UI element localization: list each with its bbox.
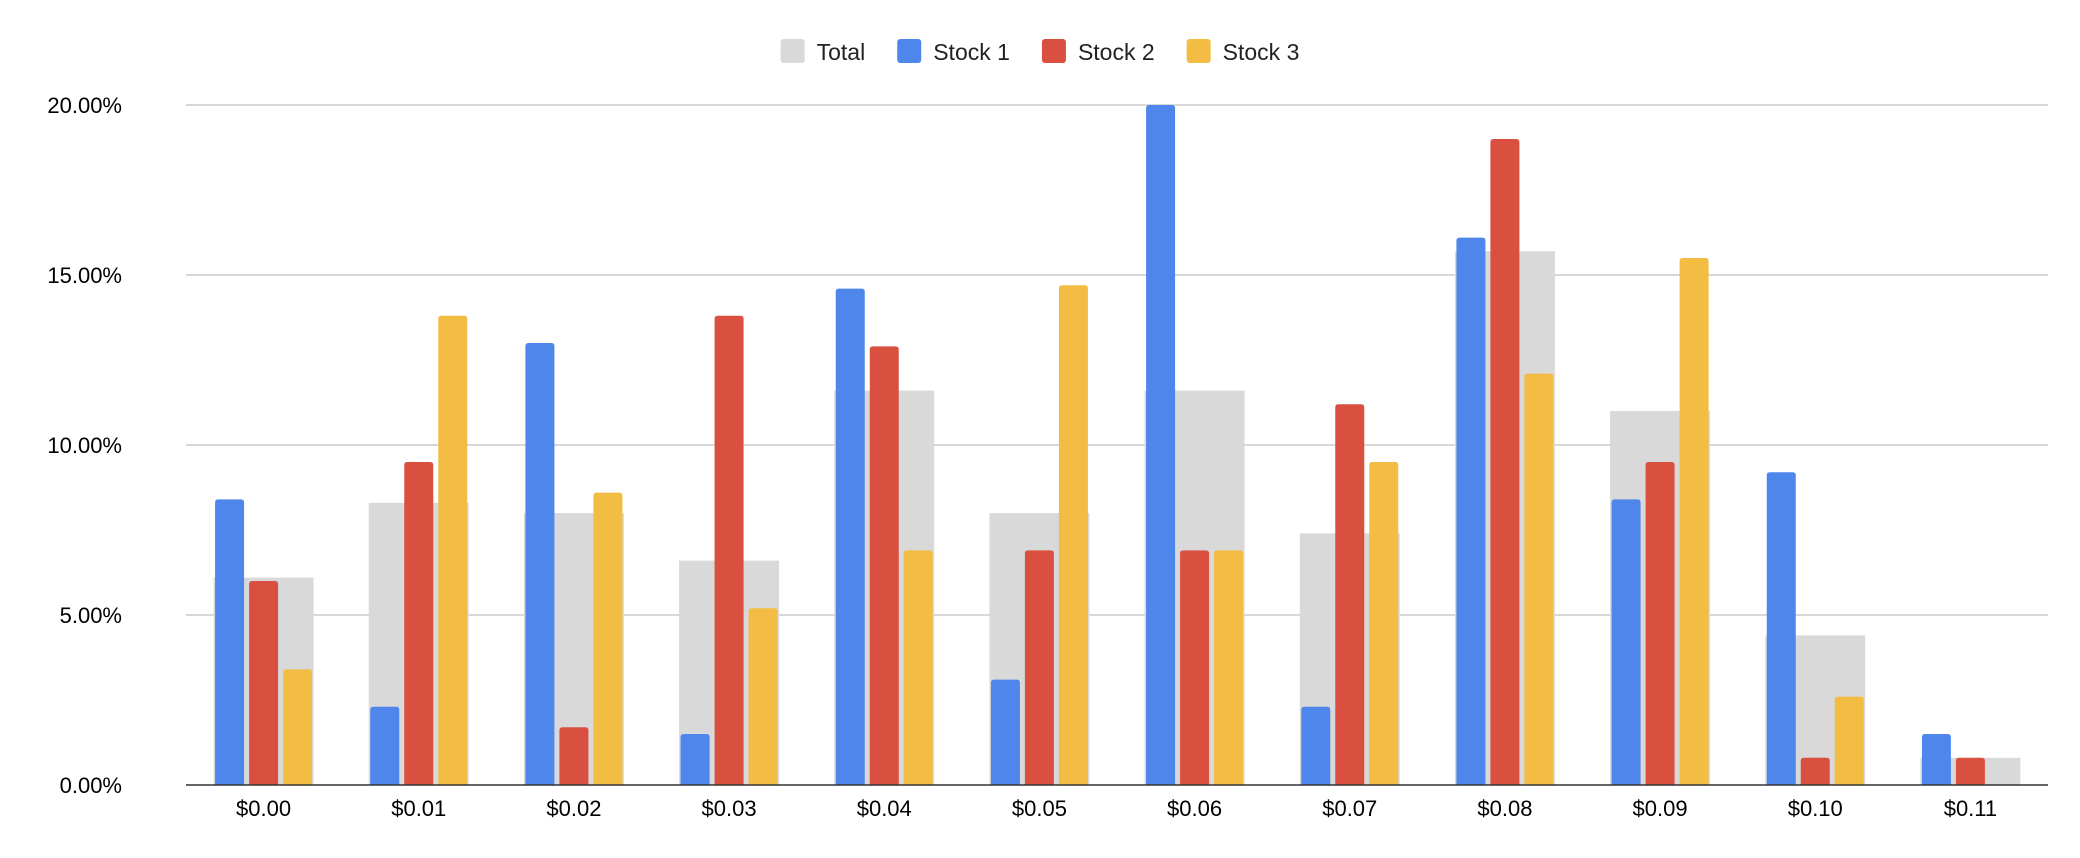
bar-stock-2: [1490, 139, 1520, 785]
bar-stock-3: [748, 608, 778, 785]
legend-swatch: [897, 39, 922, 63]
bar-stock-2: [714, 315, 744, 785]
bar-stock-3: [593, 492, 623, 785]
bar-stock-1: [1766, 472, 1796, 785]
x-tick-label: $0.04: [857, 796, 912, 821]
bar-stock-3: [1214, 550, 1244, 785]
bar-stock-3: [1524, 373, 1554, 785]
legend-label: Stock 1: [933, 39, 1010, 65]
y-tick-label: 5.00%: [60, 603, 122, 628]
bar-stock-2: [559, 727, 589, 785]
legend-label: Total: [817, 39, 866, 65]
legend-label: Stock 2: [1078, 39, 1155, 65]
x-tick-label: $0.05: [1012, 796, 1067, 821]
bar-stock-3: [438, 315, 468, 785]
y-tick-label: 20.00%: [47, 93, 122, 118]
y-axis-ticks: 0.00% 5.00% 10.00% 15.00% 20.00%: [47, 93, 122, 798]
bar-stock-2: [1645, 462, 1675, 785]
bar-stock-1: [990, 679, 1020, 785]
bar-stock-3: [1834, 696, 1864, 785]
bar-stock-1: [525, 343, 555, 785]
bar-stock-3: [1369, 462, 1399, 785]
x-tick-label: $0.08: [1477, 796, 1532, 821]
bar-stock-2: [1335, 404, 1365, 785]
bar-stock-2: [1024, 550, 1054, 785]
bars: [213, 105, 2021, 786]
x-axis-ticks: $0.00 $0.01 $0.02 $0.03 $0.04 $0.05 $0.06 $0.07…: [236, 796, 1997, 821]
bar-stock-3: [903, 550, 933, 785]
legend-swatch: [1041, 39, 1066, 63]
y-tick-label: 10.00%: [47, 433, 122, 458]
x-tick-label: $0.10: [1788, 796, 1843, 821]
bar-stock-1: [1456, 237, 1486, 786]
x-tick-label: $0.07: [1322, 796, 1377, 821]
bar-stock-3: [1058, 285, 1088, 785]
bar-stock-2: [869, 346, 899, 785]
legend-swatch: [780, 39, 805, 63]
bar-stock-2: [1800, 757, 1830, 785]
x-tick-label: $0.11: [1944, 796, 1997, 821]
bar-stock-1: [1146, 105, 1176, 785]
bar-stock-2: [1955, 757, 1985, 785]
bar-stock-1: [835, 288, 865, 785]
bar-stock-2: [249, 581, 279, 785]
bar-stock-1: [370, 706, 400, 785]
x-tick-label: $0.01: [391, 796, 446, 821]
bar-stock-2: [1180, 550, 1210, 785]
x-tick-label: $0.09: [1633, 796, 1688, 821]
x-tick-label: $0.00: [236, 796, 291, 821]
x-tick-label: $0.03: [702, 796, 757, 821]
legend: Total Stock 1 Stock 2 Stock 3: [780, 39, 1300, 65]
bar-stock-2: [404, 462, 434, 785]
bar-stock-1: [1921, 734, 1951, 785]
bar-stock-3: [1679, 258, 1709, 785]
bar-stock-3: [283, 669, 313, 785]
x-tick-label: $0.02: [546, 796, 601, 821]
gridlines: [186, 104, 2048, 616]
legend-label: Stock 3: [1223, 39, 1300, 65]
bar-stock-1: [680, 734, 710, 785]
legend-swatch: [1186, 39, 1211, 63]
y-tick-label: 0.00%: [60, 773, 122, 798]
bar-stock-1: [1301, 706, 1331, 785]
bar-stock-1: [1611, 499, 1641, 785]
y-tick-label: 15.00%: [47, 263, 122, 288]
bar-stock-1: [215, 499, 245, 785]
x-tick-label: $0.06: [1167, 796, 1222, 821]
